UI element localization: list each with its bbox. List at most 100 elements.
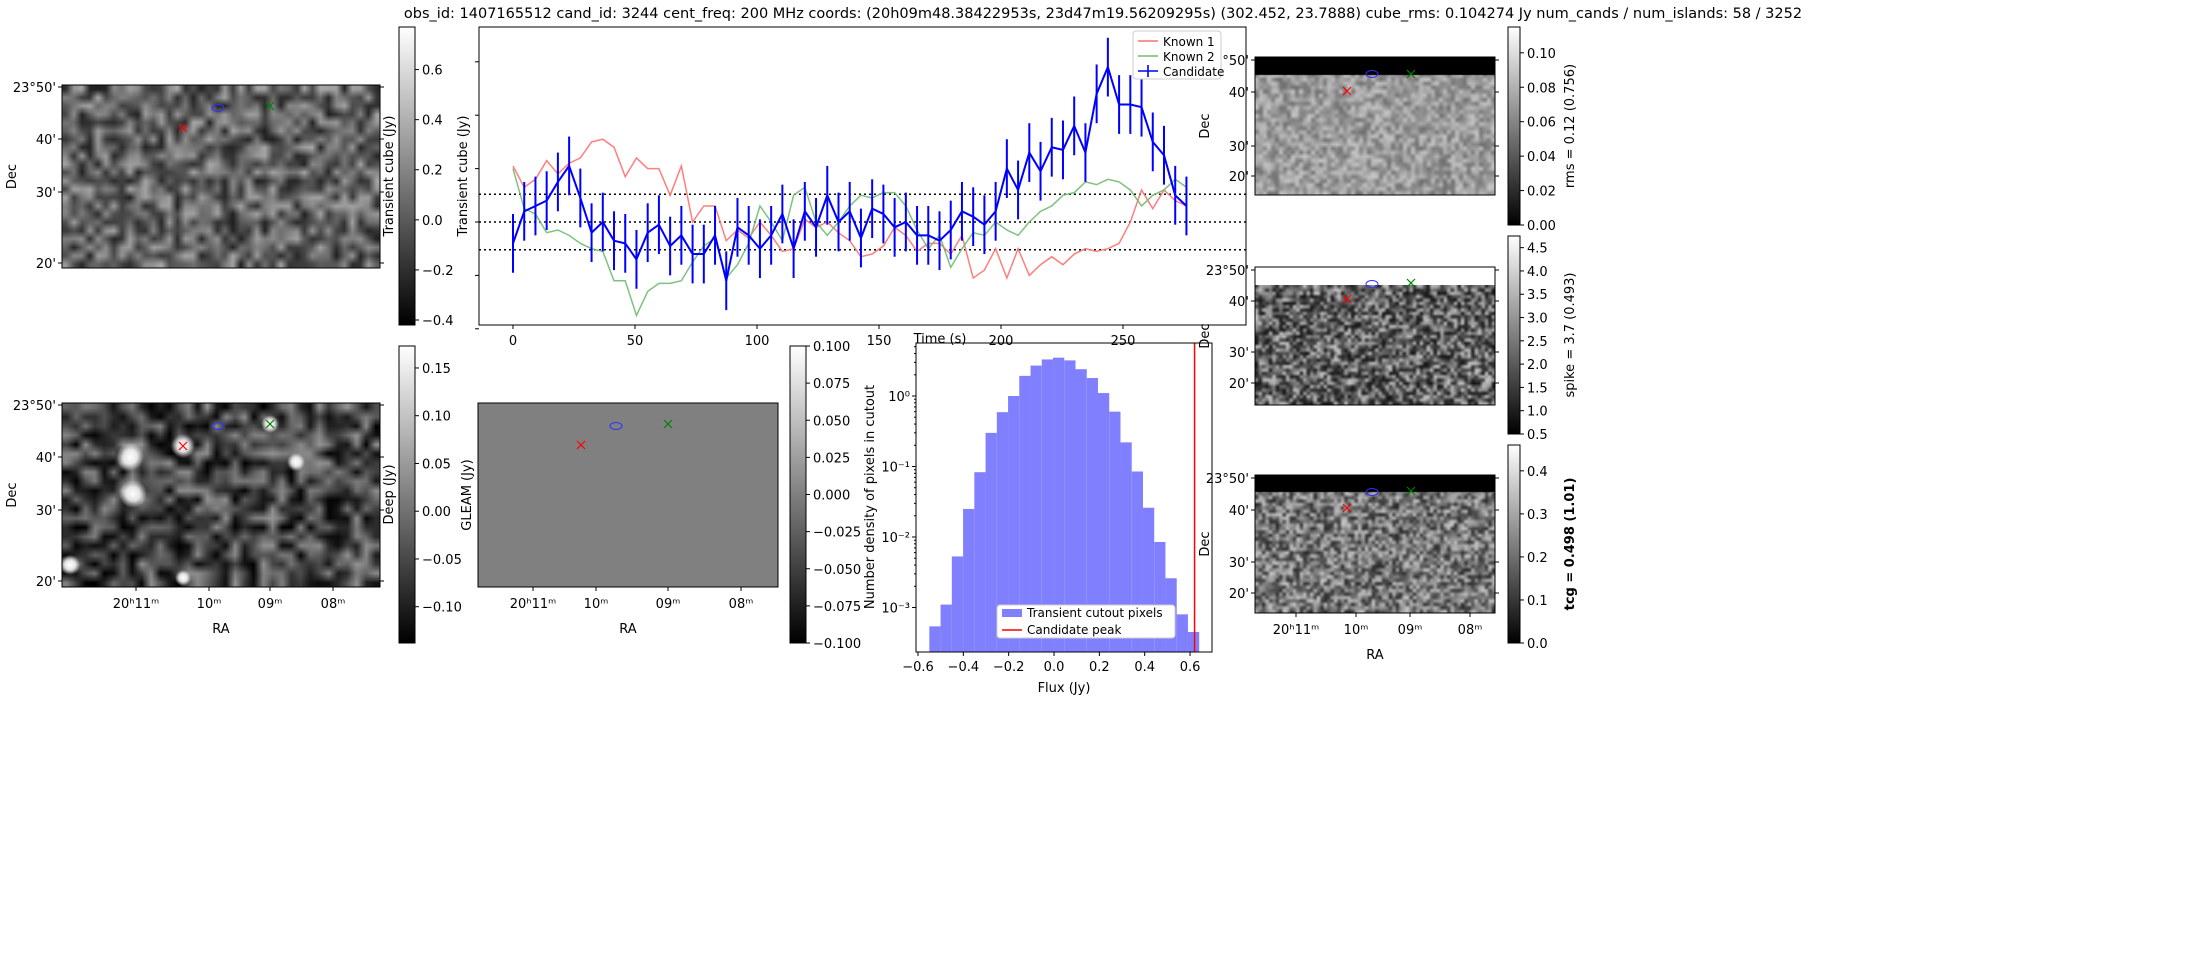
rms-colorbar-tick-label: 0.04 [1527,150,1556,165]
deep-colorbar-tick-label: −0.10 [422,601,462,616]
spike-blank-strip [1255,267,1495,285]
lightcurve-xtick-label: 0 [509,334,517,349]
gleam-xtick-label: 10ᵐ [584,597,609,612]
deep-xtick-label: 09ᵐ [258,597,283,612]
deep-xlabel: RA [212,622,230,637]
transient-colorbar-label: Transient cube (Jy) [382,116,397,238]
histogram-bar [1142,507,1155,652]
deep-known1-marker [178,441,188,451]
histogram-bar [1008,396,1020,652]
deep-colorbar-tick-label: 0.00 [422,505,451,520]
tcg-xtick-label: 10ᵐ [1344,623,1369,638]
lightcurve-xtick-label: 50 [627,334,644,349]
tcg-ytick-label: 23°50' [1206,472,1249,487]
deep-xtick-label: 08ᵐ [321,597,346,612]
lightcurve-xtick-label: 200 [989,334,1014,349]
tcg-known2-marker [1406,486,1416,496]
legend-label: Candidate peak [1027,623,1122,637]
rms-frame [1254,56,1496,196]
deep-ytick-label: 30' [36,504,56,519]
histogram-xtick-label: −0.4 [948,660,980,675]
tcg-xtick-label: 20ʰ11ᵐ [1273,623,1319,638]
spike-colorbar [1507,235,1521,435]
rms-known1-marker [1342,86,1352,96]
histogram-xtick-label: 0.4 [1134,660,1155,675]
histogram-xtick-label: −0.6 [902,660,934,675]
spike-ytick-label: 40' [1229,295,1249,310]
histogram-ytick-label: 10⁻² [881,531,910,546]
spike-colorbar-tick-label: 1.0 [1527,405,1548,420]
tcg-colorbar-tick-label: 0.0 [1527,637,1548,652]
transient-colorbar-tick-label: −0.2 [422,264,454,279]
histogram-bar [1030,365,1042,652]
histogram-xtick-label: 0.6 [1180,660,1201,675]
gleam-xtick-label: 08ᵐ [729,597,754,612]
histogram-bar [1019,375,1031,652]
histogram-xtick-label: 0.0 [1044,660,1065,675]
deep-ytick-label: 23°50' [13,399,56,414]
deep-ylabel: Dec [5,482,20,507]
spike-colorbar-tick-label: 4.0 [1527,265,1548,280]
lightcurve-xtick-label: 250 [1111,334,1136,349]
deep-colorbar-tick-label: −0.05 [422,553,462,568]
gleam-xtick-label: 20ʰ11ᵐ [510,597,556,612]
tcg-known1-marker [1342,503,1352,513]
deep-known2-marker [265,419,275,429]
rms-colorbar [1507,26,1521,226]
tcg-xtick-label: 09ᵐ [1398,623,1423,638]
tcg-colorbar [1507,444,1521,644]
rms-candidate-ellipse [1365,70,1379,78]
histogram-bar [1097,393,1110,652]
tcg-ytick-label: 40' [1229,504,1249,519]
rms-ylabel: Dec [1198,113,1213,138]
histogram-bar [1064,360,1076,652]
spike-ytick-label: 23°50' [1206,264,1249,279]
transient-colorbar-tick-label: 0.2 [422,164,443,179]
spike-known1-marker [1342,294,1352,304]
transient-colorbar-tick-label: −0.4 [422,314,454,329]
tcg-colorbar-label: tcg = 0.498 (1.01) [1563,478,1578,611]
tcg-colorbar-tick-label: 0.3 [1527,508,1548,523]
rms-ytick-label: 20' [1229,170,1249,185]
histogram-bar [940,604,952,652]
deep-ytick-label: 20' [36,575,56,590]
legend-hist-swatch [1002,609,1022,617]
spike-known2-marker [1406,278,1416,288]
spike-frame [1254,266,1496,406]
spike-ylabel: Dec [1198,323,1213,348]
gleam-colorbar-tick-label: −0.025 [813,526,861,541]
histogram-bar [1075,369,1087,652]
rms-colorbar-label: rms = 0.12 (0.756) [1563,64,1578,188]
legend-label: Candidate [1163,65,1224,79]
gleam-colorbar-tick-label: −0.075 [813,600,861,615]
histogram-ytick-label: 10⁰ [888,390,910,405]
transient-colorbar-tick-label: 0.0 [422,214,443,229]
transient-ytick-label: 20' [36,257,56,272]
deep-xtick-label: 10ᵐ [197,597,222,612]
lightcurve-axes [478,26,1247,326]
transient-ylabel: Dec [5,164,20,189]
spike-ytick-label: 20' [1229,377,1249,392]
rms-colorbar-tick-label: 0.08 [1527,81,1556,96]
tcg-ytick-label: 20' [1229,587,1249,602]
gleam-colorbar [789,345,807,644]
spike-colorbar-tick-label: 2.0 [1527,358,1548,373]
transient-ytick-label: 30' [36,186,56,201]
transient-ytick-label: 23°50' [13,81,56,96]
deep-colorbar [398,345,416,644]
spike-candidate-ellipse [1365,280,1379,288]
histogram-bar [996,412,1009,652]
tcg-colorbar-tick-label: 0.4 [1527,465,1548,480]
deep-frame [61,402,381,588]
gleam-colorbar-tick-label: 0.050 [813,414,850,429]
legend-label: Known 1 [1163,35,1215,49]
gleam-colorbar-tick-label: 0.025 [813,451,850,466]
tcg-ytick-label: 30' [1229,556,1249,571]
tcg-image [1255,475,1495,613]
lightcurve-xlabel: Time (s) [913,332,967,347]
gleam-candidate-ellipse [609,422,623,430]
histogram-bar [951,556,964,652]
transient-frame [61,84,381,269]
gleam-ylabel: GLEAM (Jy) [460,459,475,530]
